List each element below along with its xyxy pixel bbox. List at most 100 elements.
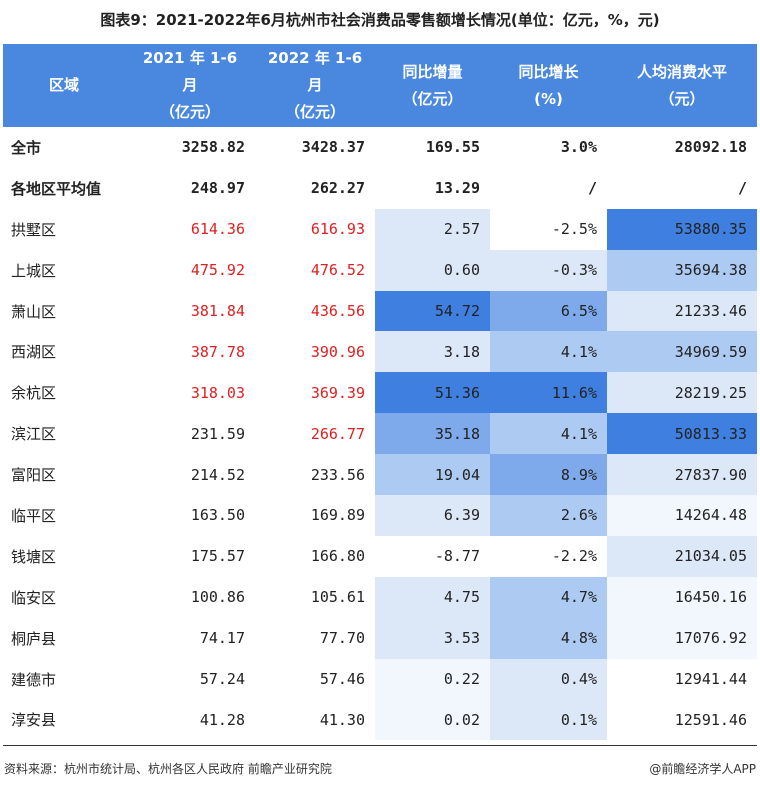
sales-2022-cell: 233.56 xyxy=(310,465,365,484)
table-row: 富阳区 214.52 233.56 19.04 8.9% 27837.90 xyxy=(3,454,757,496)
table-row: 西湖区 387.78 390.96 3.18 4.1% 34969.59 xyxy=(3,331,757,373)
region-name: 西湖区 xyxy=(11,343,57,362)
region-name: 萧山区 xyxy=(11,302,57,321)
table-row: 淳安县 41.28 41.30 0.02 0.1% 12591.46 xyxy=(3,699,757,741)
column-header-line: （亿元） xyxy=(284,103,345,121)
sales-2022-cell: 369.39 xyxy=(310,383,365,402)
source-note: 资料来源：杭州市统计局、杭州各区人民政府 前瞻产业研究院 xyxy=(4,762,332,776)
yoy-increase-cell: 0.22 xyxy=(375,658,490,700)
per-capita-cell: / xyxy=(607,167,757,209)
yoy-growth-cell: 8.9% xyxy=(490,454,607,496)
yoy-growth-cell: / xyxy=(490,167,607,209)
per-capita-cell: 16450.16 xyxy=(607,576,757,618)
column-header-line: (%) xyxy=(534,89,563,108)
per-capita-cell: 12591.46 xyxy=(607,699,757,741)
column-header: 同比增量 （亿元） xyxy=(375,44,490,127)
yoy-increase-cell: -8.77 xyxy=(375,535,490,577)
yoy-growth-cell: 2.6% xyxy=(490,495,607,536)
column-header-line: 2022 年 1-6 xyxy=(267,49,363,67)
yoy-increase-cell: 0.60 xyxy=(375,249,490,291)
retail-sales-table: 区域 2021 年 1-6 月 （亿元） 2022 年 1-6 月 （亿元） 同比增量 （亿元）… xyxy=(3,44,757,741)
yoy-increase-cell: 13.29 xyxy=(375,167,490,209)
sales-2022-cell: 105.61 xyxy=(310,588,365,607)
sales-2022-cell: 262.27 xyxy=(310,179,365,198)
yoy-growth-cell: 3.0% xyxy=(490,127,607,168)
table-row: 滨江区 231.59 266.77 35.18 4.1% 50813.33 xyxy=(3,413,757,455)
yoy-increase-cell: 4.75 xyxy=(375,576,490,618)
sales-2022-cell: 77.70 xyxy=(319,629,365,648)
sales-2021-cell: 57.24 xyxy=(199,670,245,689)
per-capita-cell: 35694.38 xyxy=(607,249,757,291)
table-row: 余杭区 318.03 369.39 51.36 11.6% 28219.25 xyxy=(3,372,757,414)
region-name: 桐庐县 xyxy=(11,629,57,648)
yoy-increase-cell: 54.72 xyxy=(375,290,490,332)
yoy-growth-cell: -2.5% xyxy=(490,208,607,250)
chart-title: 图表9：2021-2022年6月杭州市社会消费品零售额增长情况(单位：亿元，%，… xyxy=(100,11,660,29)
yoy-increase-cell: 6.39 xyxy=(375,495,490,536)
per-capita-cell: 28219.25 xyxy=(607,372,757,414)
column-header-line: 2021 年 1-6 xyxy=(142,49,238,67)
region-name: 淳安县 xyxy=(11,711,57,730)
yoy-increase-cell: 2.57 xyxy=(375,208,490,250)
yoy-growth-cell: 4.1% xyxy=(490,413,607,455)
region-name: 钱塘区 xyxy=(11,547,57,566)
per-capita-cell: 50813.33 xyxy=(607,413,757,455)
table-row: 钱塘区 175.57 166.80 -8.77 -2.2% 21034.05 xyxy=(3,535,757,577)
per-capita-cell: 34969.59 xyxy=(607,331,757,373)
table-row: 萧山区 381.84 436.56 54.72 6.5% 21233.46 xyxy=(3,290,757,332)
region-name: 各地区平均值 xyxy=(11,179,102,198)
sales-2022-cell: 41.30 xyxy=(319,710,365,729)
column-header-line: （亿元） xyxy=(159,103,220,121)
table-header-row: 区域 2021 年 1-6 月 （亿元） 2022 年 1-6 月 （亿元） 同比增量 （亿元）… xyxy=(3,44,757,127)
sales-2022-cell: 436.56 xyxy=(310,302,365,320)
per-capita-cell: 28092.18 xyxy=(607,127,757,168)
sales-2021-cell: 214.52 xyxy=(190,465,245,484)
sales-2022-cell: 57.46 xyxy=(319,670,365,689)
sales-2021-cell: 248.97 xyxy=(190,179,245,198)
table-row: 建德市 57.24 57.46 0.22 0.4% 12941.44 xyxy=(3,658,757,700)
yoy-increase-cell: 51.36 xyxy=(375,372,490,414)
per-capita-cell: 14264.48 xyxy=(607,495,757,536)
sales-2021-cell: 231.59 xyxy=(190,424,245,443)
sales-2022-cell: 3428.37 xyxy=(301,138,365,157)
column-header: 区域 xyxy=(3,44,125,127)
region-name: 全市 xyxy=(11,138,42,157)
yoy-growth-cell: -2.2% xyxy=(490,535,607,577)
column-header: 人均消费水平 （元） xyxy=(607,44,757,127)
region-name: 临平区 xyxy=(11,506,57,525)
column-header-line: 区域 xyxy=(48,76,79,94)
yoy-increase-cell: 19.04 xyxy=(375,454,490,496)
yoy-growth-cell: 4.1% xyxy=(490,331,607,373)
sales-2021-cell: 100.86 xyxy=(190,588,245,607)
region-name: 滨江区 xyxy=(11,425,57,444)
yoy-increase-cell: 3.18 xyxy=(375,331,490,373)
table-row: 桐庐县 74.17 77.70 3.53 4.8% 17076.92 xyxy=(3,617,757,659)
sales-2022-cell: 476.52 xyxy=(310,261,365,280)
sales-2022-cell: 616.93 xyxy=(310,220,365,239)
region-name: 余杭区 xyxy=(11,384,57,403)
region-name: 富阳区 xyxy=(11,466,57,485)
per-capita-cell: 53880.35 xyxy=(607,208,757,250)
yoy-growth-cell: -0.3% xyxy=(490,249,607,291)
column-header-line: 人均消费水平 xyxy=(636,62,727,81)
brand-credit: @前瞻经济学人APP xyxy=(649,762,756,776)
yoy-growth-cell: 4.8% xyxy=(490,617,607,659)
region-name: 拱墅区 xyxy=(11,220,57,239)
sales-2021-cell: 475.92 xyxy=(190,261,245,280)
table-row: 各地区平均值 248.97 262.27 13.29// xyxy=(3,167,757,209)
column-header-line: （元） xyxy=(659,89,705,108)
yoy-increase-cell: 169.55 xyxy=(375,127,490,168)
sales-2022-cell: 390.96 xyxy=(310,342,365,361)
sales-2022-cell: 166.80 xyxy=(310,547,365,566)
sales-2021-cell: 74.17 xyxy=(199,629,245,648)
yoy-growth-cell: 0.1% xyxy=(490,699,607,741)
per-capita-cell: 27837.90 xyxy=(607,454,757,496)
sales-2021-cell: 175.57 xyxy=(190,547,245,566)
sales-2021-cell: 614.36 xyxy=(190,220,245,239)
column-header-line: 同比增长 xyxy=(518,62,579,81)
table-row: 全市 3258.82 3428.37 169.55 3.0% 28092.18 xyxy=(3,127,757,168)
table-row: 临安区 100.86 105.61 4.75 4.7% 16450.16 xyxy=(3,576,757,618)
column-header: 2022 年 1-6 月 （亿元） xyxy=(255,44,375,127)
yoy-growth-cell: 4.7% xyxy=(490,576,607,618)
per-capita-cell: 12941.44 xyxy=(607,658,757,700)
